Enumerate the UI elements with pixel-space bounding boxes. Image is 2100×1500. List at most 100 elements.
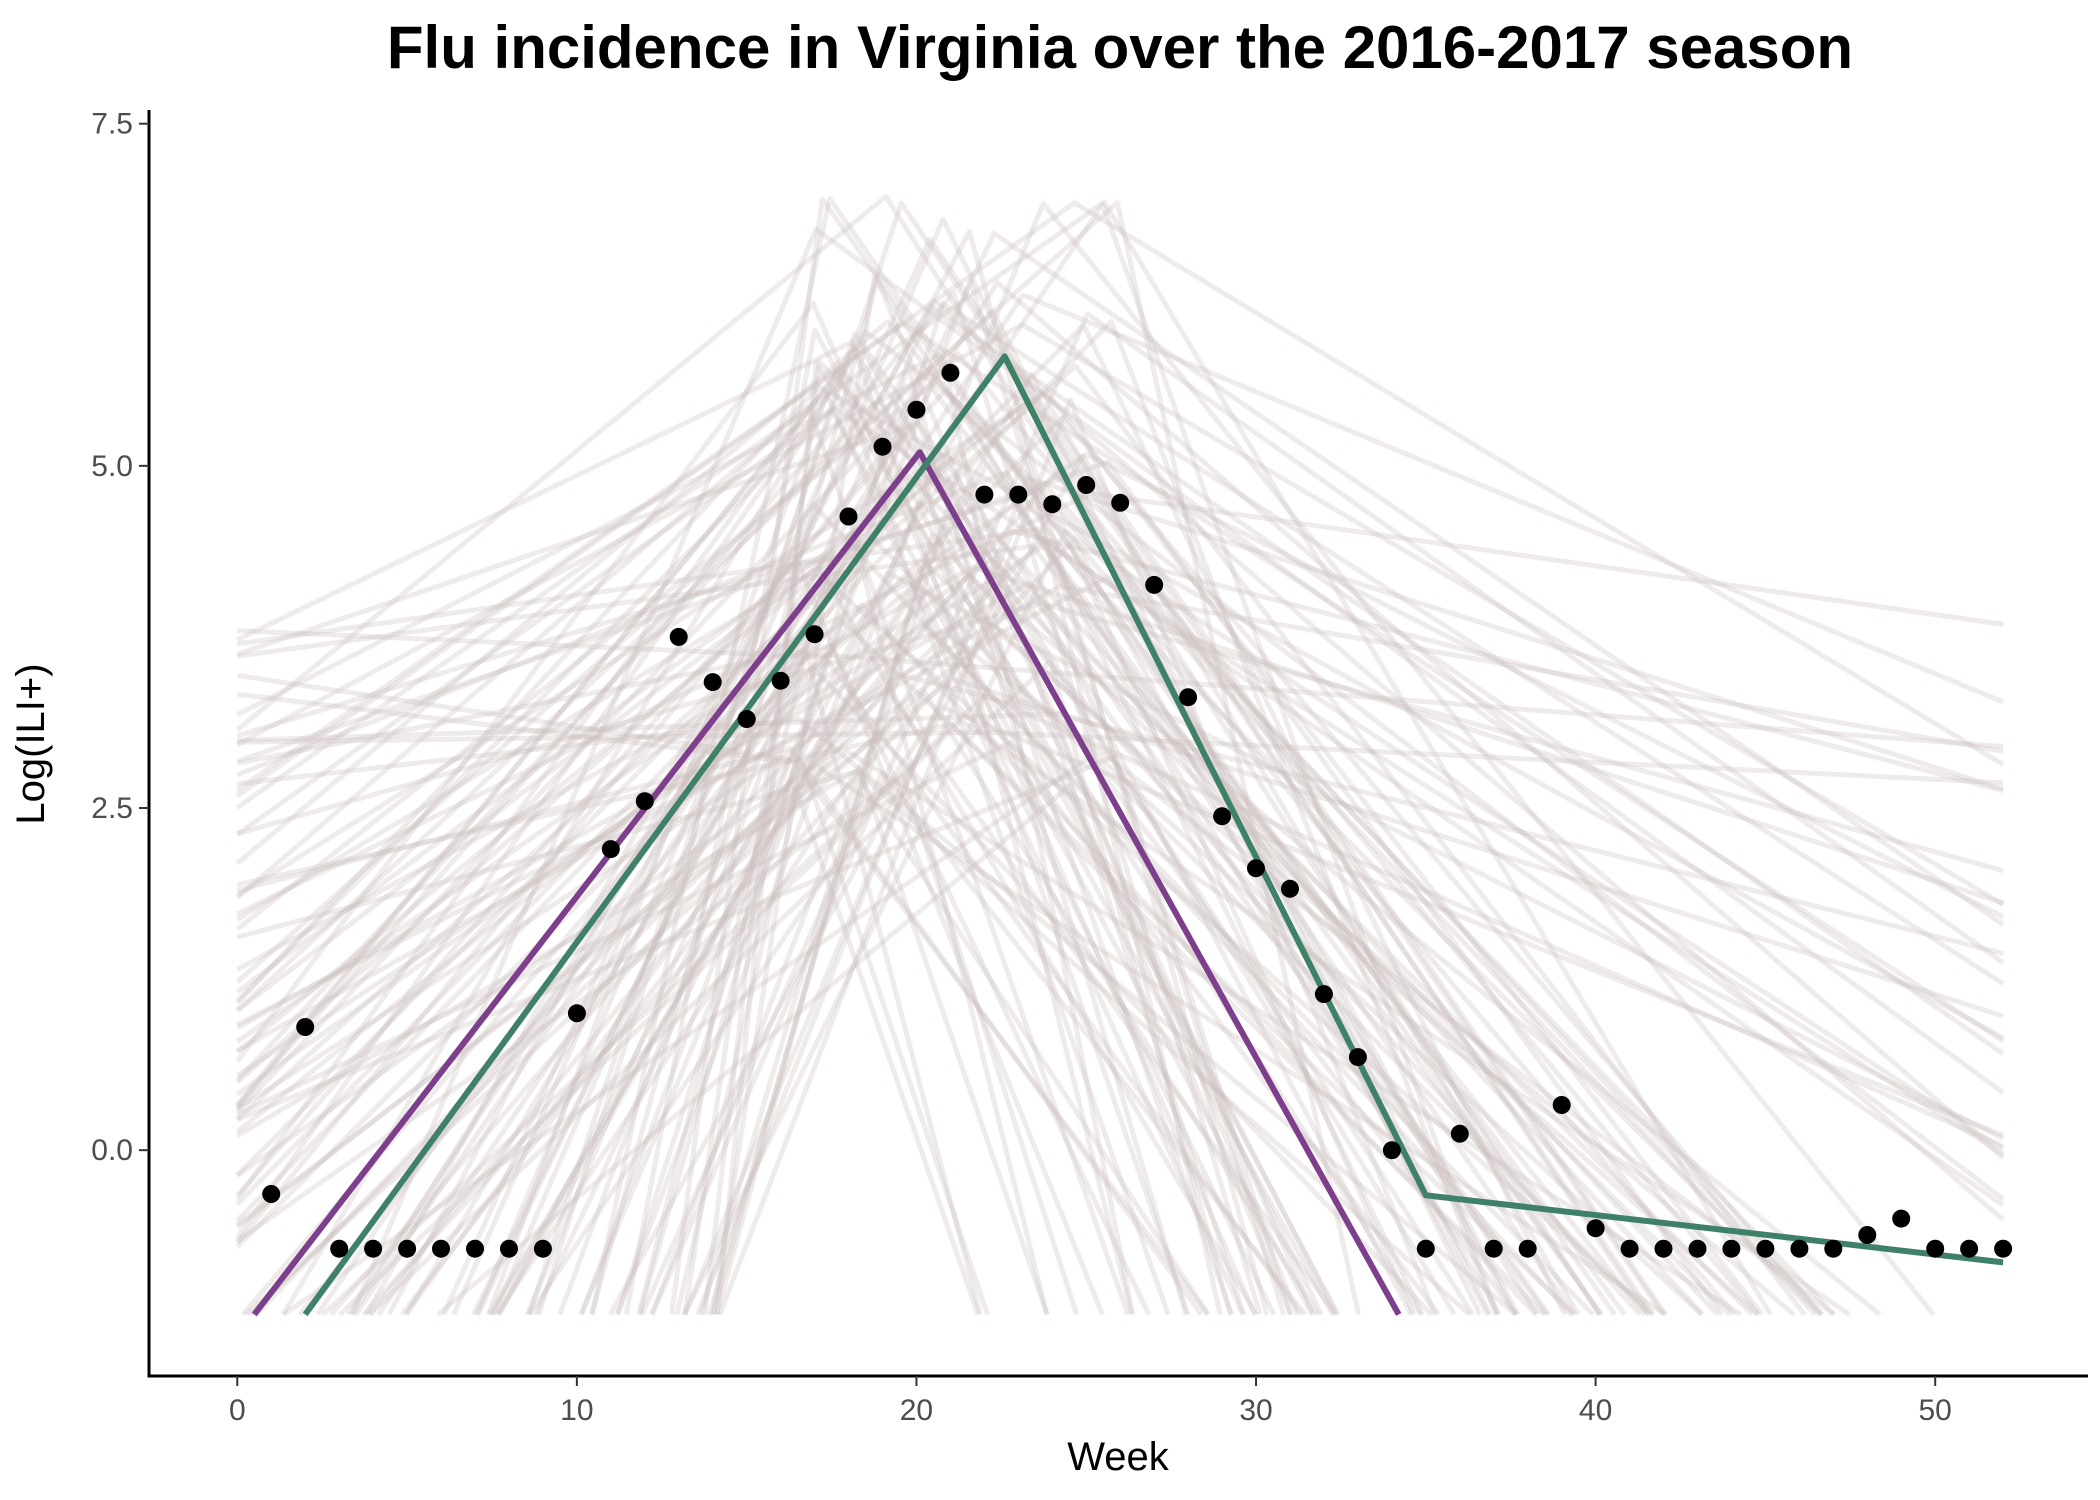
- observed-point: [1994, 1239, 2013, 1258]
- ensemble-trajectory: [248, 536, 2005, 1317]
- ensemble-trajectory: [702, 358, 1705, 1317]
- observed-point: [1688, 1239, 1707, 1258]
- observed-point: [737, 710, 756, 728]
- observed-point: [1179, 688, 1198, 707]
- ensemble-trajectory: [441, 236, 1665, 1316]
- ensemble-trajectory: [236, 721, 1546, 1317]
- ensemble-trajectory: [589, 195, 1603, 1316]
- ensemble-trajectory: [236, 768, 1472, 1317]
- ensemble-trajectory: [235, 290, 1263, 1316]
- x-tick-label: 40: [1579, 1394, 1612, 1427]
- ensemble-trajectory: [235, 308, 1493, 1316]
- ensemble-trajectory: [710, 531, 1642, 1317]
- ensemble-trajectory: [235, 405, 2005, 1157]
- ensemble-trajectory: [682, 528, 2004, 1316]
- x-tick-label: 0: [229, 1394, 246, 1427]
- ensemble-trajectory: [349, 226, 2005, 1316]
- ensemble-trajectory: [353, 201, 1500, 1316]
- ensemble-trajectory: [235, 318, 1499, 1316]
- ensemble-trajectory: [707, 451, 1247, 1316]
- ensemble-trajectory: [475, 230, 2005, 1316]
- ensemble-trajectory: [235, 389, 1246, 1316]
- observed-point: [567, 1004, 586, 1023]
- ensemble-trajectory: [486, 365, 1171, 1316]
- observed-point: [1213, 807, 1232, 826]
- observed-point: [1960, 1239, 1979, 1258]
- ensemble-trajectory: [404, 651, 2004, 1316]
- observed-point: [296, 1018, 315, 1036]
- ensemble-trajectory: [235, 319, 1737, 1317]
- observed-point: [1247, 859, 1265, 878]
- ensemble-trajectory: [345, 292, 2005, 1316]
- ensemble-trajectory: [496, 570, 2005, 1316]
- chart-title: Flu incidence in Virginia over the 2016-…: [387, 14, 1853, 81]
- ensemble-trajectory: [235, 408, 1335, 1316]
- observed-point: [1281, 879, 1299, 898]
- ensemble-trajectory: [338, 718, 1851, 1317]
- observed-point: [330, 1239, 349, 1258]
- observed-point: [1790, 1239, 1809, 1258]
- observed-point: [1620, 1239, 1639, 1258]
- ensemble-trajectory: [235, 321, 2005, 1044]
- observed-point: [364, 1239, 383, 1258]
- ensemble-trajectory: [235, 199, 1773, 1316]
- ensemble-trajectory: [669, 196, 1617, 1316]
- axis-ticks: 0 10 20 30 40 50 0.0 2.5 5.0 7.5: [91, 108, 1952, 1427]
- ensemble-trajectory: [649, 311, 2005, 1316]
- x-tick-label: 20: [900, 1394, 933, 1427]
- ensemble-trajectory: [235, 366, 1720, 1317]
- ensemble-trajectory: [399, 671, 2004, 1316]
- ensemble-trajectory: [236, 766, 1050, 1316]
- ensemble-trajectory: [235, 200, 2005, 793]
- y-tick-label: 5.0: [91, 450, 133, 483]
- observed-point: [1043, 495, 1062, 514]
- observed-point: [635, 792, 654, 811]
- ensemble-trajectory: [237, 711, 1704, 1317]
- ensemble-trajectory: [235, 389, 1818, 1317]
- ensemble-trajectory: [237, 716, 1518, 1317]
- ensemble-trajectory: [527, 704, 2005, 1316]
- ensemble-trajectory: [490, 461, 1576, 1316]
- x-tick-label: 30: [1239, 1394, 1272, 1427]
- ensemble-trajectory: [236, 470, 1627, 1316]
- ensemble-trajectory: [589, 276, 1300, 1316]
- observed-point: [1484, 1239, 1503, 1258]
- ensemble-trajectory: [376, 602, 1538, 1317]
- ensemble-trajectory: [451, 501, 1574, 1317]
- ensemble-trajectory: [236, 574, 1518, 1316]
- ensemble-trajectory: [236, 691, 1210, 1316]
- observed-point: [839, 507, 858, 526]
- ensemble-trajectory: [695, 475, 2004, 1316]
- ensemble-trajectory: [321, 692, 2005, 1317]
- ensemble-trajectory: [235, 686, 1338, 1316]
- ensemble-trajectory: [608, 453, 1668, 1316]
- observed-point: [975, 485, 994, 504]
- ensemble-trajectory: [236, 339, 1191, 1316]
- ensemble-trajectory: [364, 304, 2005, 1316]
- ensemble-trajectory: [241, 616, 1577, 1317]
- observed-point: [1756, 1239, 1775, 1258]
- y-tick-label: 0.0: [91, 1134, 133, 1167]
- ensemble-trajectory: [236, 580, 1414, 1316]
- ensemble-trajectory: [698, 560, 1760, 1317]
- observed-point: [873, 437, 892, 456]
- observed-point: [500, 1239, 518, 1258]
- observed-point: [1552, 1096, 1571, 1114]
- observed-point: [1722, 1239, 1741, 1258]
- fit-curve-1: [251, 449, 1402, 1317]
- ensemble-trajectory: [579, 278, 1287, 1316]
- ensemble-trajectory: [235, 363, 1807, 1316]
- ensemble-trajectory: [526, 200, 1651, 1316]
- ensemble-trajectory: [235, 631, 1796, 1317]
- ensemble-trajectory: [235, 454, 1316, 1316]
- x-tick-label: 10: [560, 1394, 593, 1427]
- ensemble-trajectory: [403, 589, 1315, 1316]
- ensemble-trajectory: [235, 407, 1223, 1315]
- ensemble-trajectory: [235, 322, 1568, 1316]
- ensemble-trajectory: [235, 200, 1361, 1315]
- ensemble-trajectory: [496, 371, 1581, 1316]
- observed-point: [805, 625, 824, 644]
- observed-point: [669, 627, 688, 646]
- ensemble-trajectory: [236, 322, 2005, 907]
